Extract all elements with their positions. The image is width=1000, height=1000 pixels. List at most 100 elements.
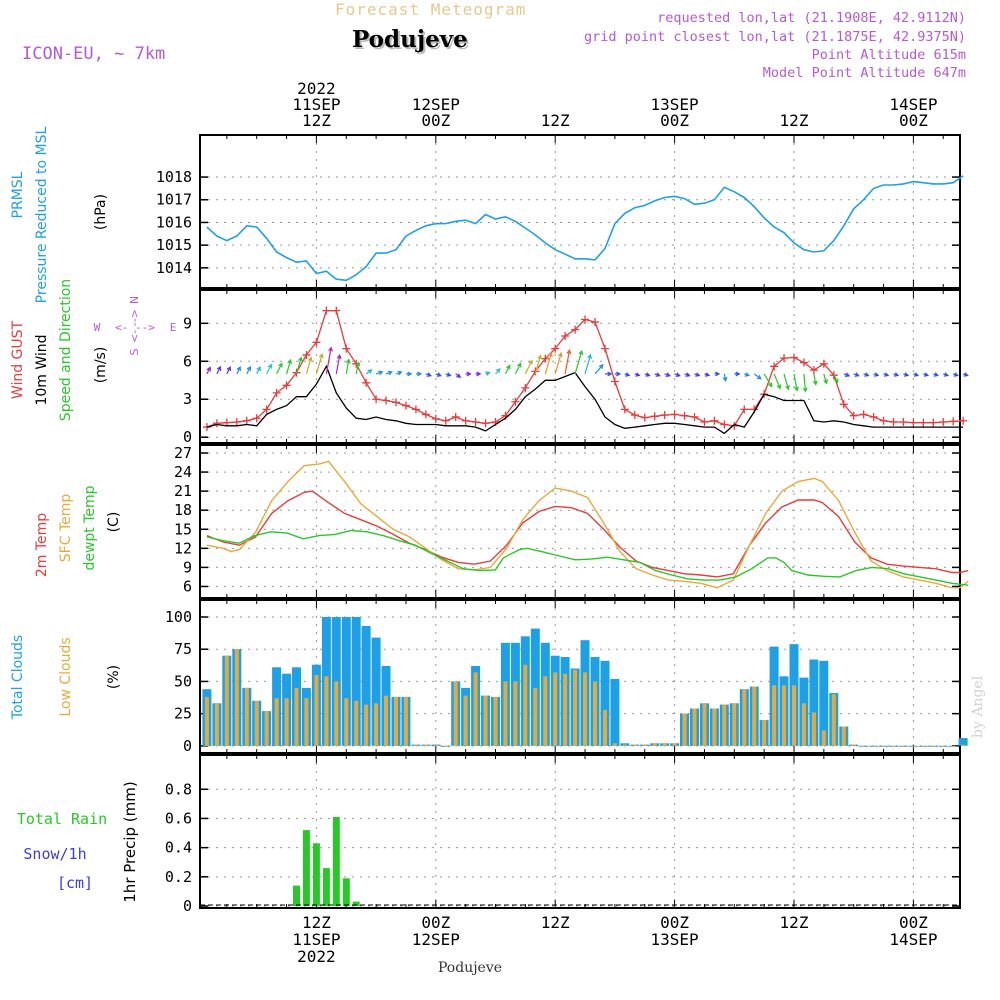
wind-arrow bbox=[514, 362, 522, 375]
top-time-label: 12Z bbox=[780, 111, 809, 130]
wind-arrow bbox=[734, 371, 741, 377]
wind-arrow bbox=[903, 372, 910, 377]
gust-point bbox=[312, 338, 321, 347]
bar-low-cloud bbox=[612, 743, 617, 746]
y-tick-label: 1014 bbox=[156, 259, 192, 277]
bottom-time-label: 12Z bbox=[302, 913, 331, 932]
wind-arrow bbox=[385, 370, 393, 376]
bar-rain bbox=[332, 817, 340, 906]
bottom-time-label: 00Z bbox=[660, 913, 689, 932]
bottom-time-label: 12Z bbox=[541, 913, 570, 932]
bar-low-cloud bbox=[891, 745, 896, 747]
gust-point bbox=[591, 318, 599, 327]
unit-precip-mm: 1hr Precip (mm) bbox=[121, 781, 139, 902]
bar-low-cloud bbox=[394, 696, 398, 746]
bottom-time-label: 12Z bbox=[780, 913, 809, 932]
wind-arrow bbox=[605, 371, 613, 377]
gust-point bbox=[959, 416, 968, 425]
meteogram-title: Forecast Meteogram bbox=[335, 0, 527, 19]
top-time-label: 13SEP bbox=[651, 95, 699, 114]
bottom-station-label: Podujeve bbox=[438, 960, 502, 976]
bar-low-cloud bbox=[871, 745, 876, 747]
bar-low-cloud bbox=[801, 703, 806, 746]
y-tick-label: 3 bbox=[183, 390, 192, 408]
bar-low-cloud bbox=[244, 687, 249, 746]
y-tick-label: 1016 bbox=[156, 213, 192, 231]
gust-point bbox=[541, 354, 550, 363]
wind-arrow bbox=[584, 353, 592, 375]
gust-point bbox=[879, 416, 888, 425]
gust-point bbox=[262, 405, 271, 414]
bar-total-cloud bbox=[809, 659, 819, 746]
gust-point bbox=[382, 396, 391, 405]
wind-arrow bbox=[644, 372, 651, 377]
wind-arrow bbox=[773, 373, 782, 390]
y-tick-label: 18 bbox=[174, 501, 192, 519]
wind-arrow bbox=[305, 356, 313, 375]
y-tick-label: 1017 bbox=[156, 191, 192, 209]
wind-arrow bbox=[893, 372, 900, 377]
bar-low-cloud bbox=[732, 703, 737, 746]
label-pressure-msl: Pressure Reduced to MSL bbox=[34, 126, 50, 303]
label-sfc-temp: SFC Temp bbox=[58, 494, 74, 563]
top-time-label: 12Z bbox=[302, 111, 331, 130]
bar-low-cloud bbox=[483, 695, 488, 746]
wind-arrow bbox=[624, 372, 631, 377]
gust-point bbox=[282, 381, 291, 390]
bar-low-cloud bbox=[811, 712, 816, 746]
gust-point bbox=[431, 414, 440, 423]
wind-arrow bbox=[295, 356, 303, 375]
wind-arrow bbox=[325, 346, 333, 375]
wind-arrow bbox=[753, 373, 762, 380]
wind-arrow bbox=[913, 372, 920, 377]
bar-total-cloud bbox=[610, 678, 620, 746]
gust-point bbox=[690, 412, 699, 421]
y-tick-label: 9 bbox=[183, 558, 192, 576]
bar-low-cloud bbox=[284, 698, 289, 746]
label-total-clouds: Total Clouds bbox=[10, 635, 26, 720]
wind-arrow bbox=[375, 370, 384, 376]
gust-point bbox=[889, 418, 898, 427]
bar-low-cloud bbox=[334, 681, 339, 746]
wind-arrow bbox=[694, 372, 701, 377]
gust-point bbox=[571, 325, 580, 334]
bar-low-cloud bbox=[433, 744, 438, 746]
wind-arrow bbox=[833, 373, 839, 384]
bar-low-cloud bbox=[652, 743, 657, 746]
wind-arrow bbox=[704, 372, 711, 377]
bar-low-cloud bbox=[463, 695, 468, 746]
wind-arrow bbox=[435, 372, 442, 377]
wind-arrow bbox=[315, 353, 324, 375]
wind-arrow bbox=[345, 358, 351, 375]
wind-arrow bbox=[962, 372, 969, 377]
label-snow: Snow/1h bbox=[23, 845, 86, 863]
top-time-label: 14SEP bbox=[889, 95, 937, 114]
bar-low-cloud bbox=[403, 696, 408, 746]
gust-point bbox=[332, 306, 341, 315]
gust-point bbox=[322, 306, 331, 315]
unit-ms: (m/s) bbox=[93, 347, 109, 384]
gust-point bbox=[392, 398, 400, 407]
wind-arrow bbox=[714, 371, 721, 377]
gust-point bbox=[790, 353, 798, 362]
bar-low-cloud bbox=[692, 708, 697, 746]
wind-arrow bbox=[594, 363, 604, 375]
gust-point bbox=[252, 414, 261, 423]
top-time-label: 00Z bbox=[899, 111, 928, 130]
gust-point bbox=[581, 315, 590, 324]
gust-point bbox=[700, 418, 709, 427]
compass-ew-arrows: <- --> bbox=[115, 321, 155, 334]
wind-arrow bbox=[216, 365, 222, 375]
series-2m-temp bbox=[206, 490, 969, 578]
gust-point bbox=[859, 410, 868, 419]
bar-low-cloud bbox=[632, 744, 637, 746]
bar-low-cloud bbox=[951, 745, 956, 747]
y-tick-label: 15 bbox=[174, 520, 192, 538]
bar-low-cloud bbox=[851, 744, 856, 746]
bar-low-cloud bbox=[772, 685, 777, 746]
wind-arrow bbox=[524, 359, 533, 375]
bar-low-cloud bbox=[503, 681, 508, 746]
model-altitude: Model Point Altitude 647m bbox=[762, 65, 966, 81]
gust-point bbox=[372, 395, 381, 404]
bar-low-cloud bbox=[921, 745, 926, 747]
